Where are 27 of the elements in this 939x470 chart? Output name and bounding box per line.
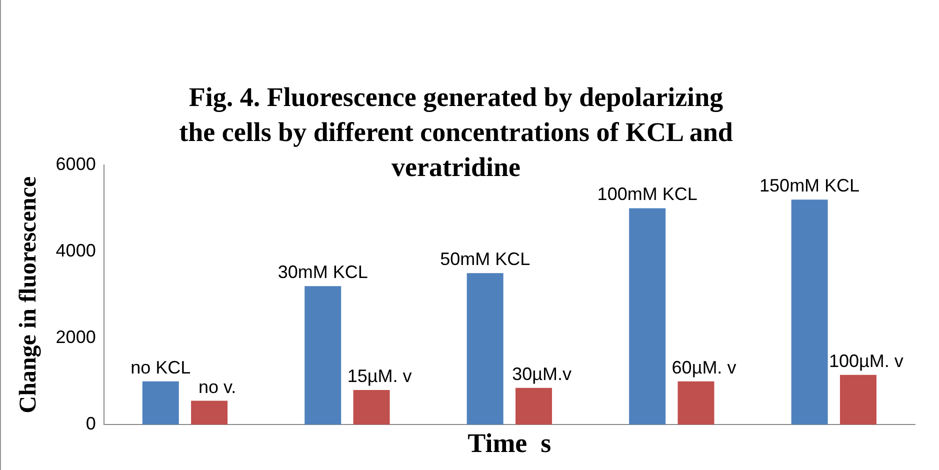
y-tick-label: 6000 <box>56 154 96 174</box>
y-tick-label: 4000 <box>56 240 96 260</box>
annotation: no v. <box>198 376 236 397</box>
bar <box>629 208 666 425</box>
annotation: 100µM. v <box>829 350 904 371</box>
x-axis-title: Time s <box>468 428 552 458</box>
chart-title: Fig. 4. Fluorescence generated by depolarizing the cells by different concentrations of KCL and veratridine <box>178 81 734 184</box>
y-tick-label: 0 <box>86 414 96 434</box>
annotation: no KCL <box>130 357 191 378</box>
bar <box>466 273 504 425</box>
annotation: 50mM KCL <box>440 249 530 270</box>
annotation: 30µM.v <box>512 364 572 384</box>
bar <box>840 374 876 425</box>
annotation: 30mM KCL <box>278 262 368 282</box>
bar <box>353 390 390 425</box>
y-tick-label: 2000 <box>56 327 96 348</box>
annotation: 100mM KCL <box>597 184 698 204</box>
bar <box>304 286 342 425</box>
bar <box>678 381 714 425</box>
bar <box>142 381 179 425</box>
bar <box>191 400 228 425</box>
bar <box>516 388 552 425</box>
y-axis-title: Change in fluorescence <box>16 176 42 414</box>
annotation: 15µM. v <box>347 366 412 386</box>
bar <box>791 200 828 425</box>
annotation: 150mM KCL <box>760 176 860 196</box>
annotation: 60µM. v <box>672 357 736 378</box>
